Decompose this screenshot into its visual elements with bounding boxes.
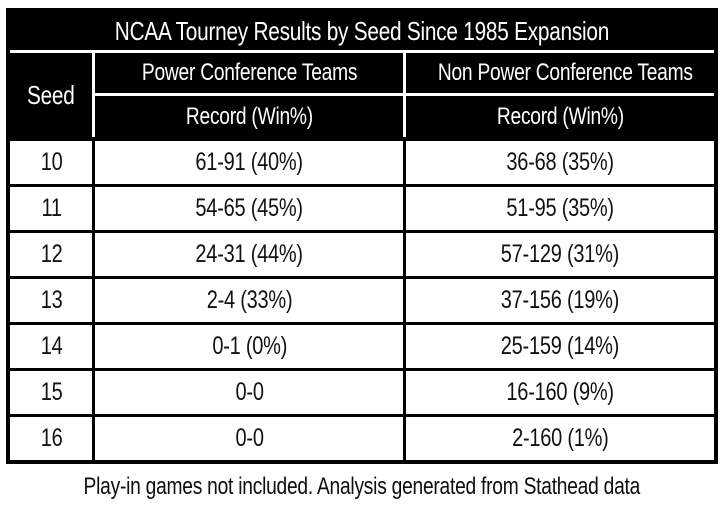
title-row: NCAA Tourney Results by Seed Since 1985 … bbox=[7, 10, 717, 53]
seed-cell: 15 bbox=[6, 368, 96, 417]
table-row: 11 54-65 (45%) 51-95 (35%) bbox=[6, 184, 718, 233]
power-record-cell: 24-31 (44%) bbox=[92, 230, 407, 279]
non-power-record-cell: 36-68 (35%) bbox=[403, 137, 718, 187]
power-conference-header: Power Conference Teams bbox=[92, 51, 405, 96]
table-row: 13 2-4 (33%) 37-156 (19%) bbox=[6, 276, 718, 325]
table-row: 16 0-0 2-160 (1%) bbox=[6, 414, 718, 464]
table-title-text: NCAA Tourney Results by Seed Since 1985 … bbox=[114, 15, 610, 46]
table-row: 14 0-1 (0%) 25-159 (14%) bbox=[6, 322, 718, 371]
ncaa-seed-results-table: NCAA Tourney Results by Seed Since 1985 … bbox=[5, 8, 719, 464]
power-record-subheader: Record (Win%) bbox=[92, 94, 405, 141]
seed-cell: 16 bbox=[6, 414, 96, 464]
non-power-record-cell: 16-160 (9%) bbox=[403, 368, 718, 417]
non-power-record-cell: 37-156 (19%) bbox=[403, 276, 718, 325]
table-row: 10 61-91 (40%) 36-68 (35%) bbox=[6, 137, 718, 187]
seed-column-header: Seed bbox=[7, 51, 96, 141]
power-record-cell: 0-1 (0%) bbox=[92, 322, 407, 371]
subheader-row: Record (Win%) Record (Win%) bbox=[8, 94, 717, 141]
footnote: Play-in games not included. Analysis gen… bbox=[0, 473, 724, 501]
seed-cell: 10 bbox=[6, 137, 96, 187]
power-record-cell: 2-4 (33%) bbox=[92, 276, 407, 325]
seed-cell: 12 bbox=[6, 230, 96, 279]
non-power-conference-header: Non Power Conference Teams bbox=[403, 51, 717, 96]
seed-cell: 13 bbox=[6, 276, 96, 325]
non-power-record-cell: 2-160 (1%) bbox=[403, 414, 718, 464]
power-record-cell: 54-65 (45%) bbox=[92, 184, 407, 233]
seed-cell: 14 bbox=[6, 322, 96, 371]
non-power-record-subheader: Record (Win%) bbox=[403, 94, 717, 141]
seed-cell: 11 bbox=[6, 184, 96, 233]
power-record-cell: 0-0 bbox=[92, 368, 407, 417]
group-header-row: Seed Power Conference Teams Non Power Co… bbox=[7, 51, 717, 141]
table-row: 12 24-31 (44%) 57-129 (31%) bbox=[6, 230, 718, 279]
non-power-record-cell: 51-95 (35%) bbox=[403, 184, 718, 233]
table-title: NCAA Tourney Results by Seed Since 1985 … bbox=[7, 10, 717, 53]
power-record-cell: 0-0 bbox=[92, 414, 407, 464]
table-row: 15 0-0 16-160 (9%) bbox=[6, 368, 718, 417]
non-power-record-cell: 25-159 (14%) bbox=[403, 322, 718, 371]
power-record-cell: 61-91 (40%) bbox=[92, 137, 407, 187]
footnote-text: Play-in games not included. Analysis gen… bbox=[83, 473, 641, 500]
non-power-record-cell: 57-129 (31%) bbox=[403, 230, 718, 279]
